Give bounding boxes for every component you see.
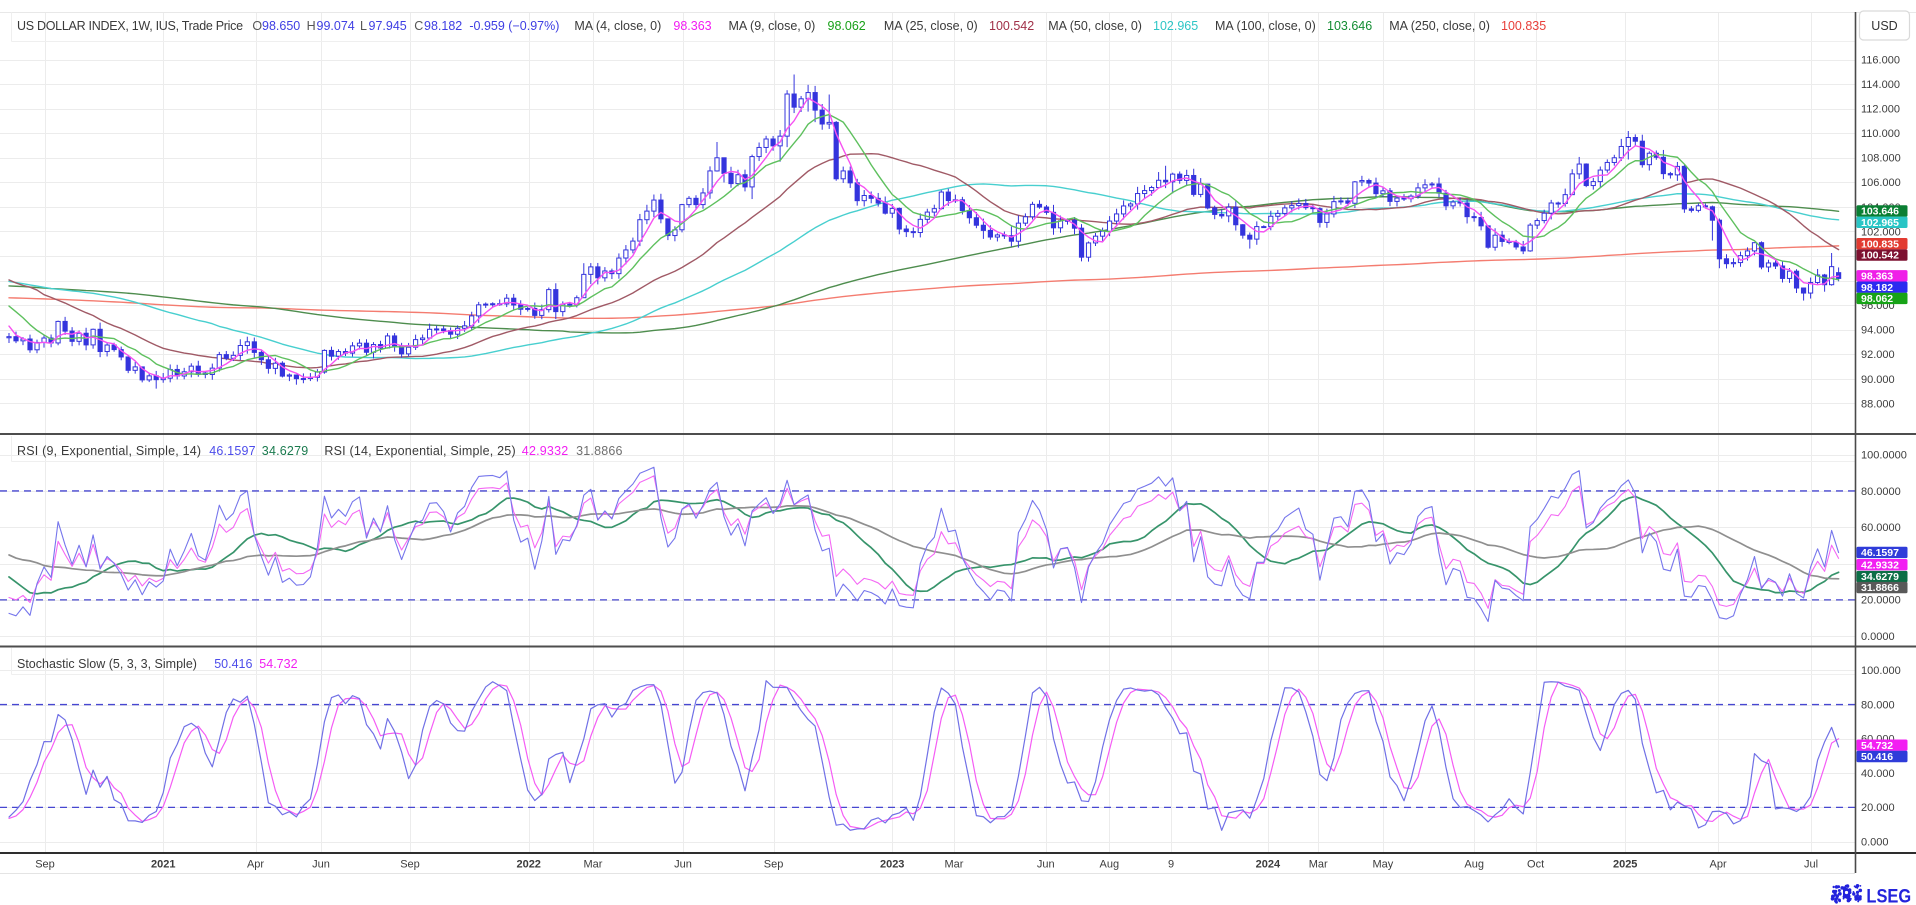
svg-text:100.835: 100.835 (1861, 238, 1899, 250)
svg-text:MA (250, close, 0): MA (250, close, 0) (1389, 19, 1490, 33)
svg-text:Apr: Apr (247, 858, 264, 870)
svg-text:Oct: Oct (1527, 858, 1544, 870)
svg-text:9: 9 (1168, 858, 1174, 870)
svg-text:102.965: 102.965 (1861, 217, 1899, 229)
svg-text:O: O (252, 19, 262, 33)
svg-text:2022: 2022 (516, 858, 540, 870)
svg-text:94.000: 94.000 (1861, 325, 1895, 337)
svg-text:Jun: Jun (312, 858, 330, 870)
svg-text:Jun: Jun (674, 858, 692, 870)
svg-text:116.000: 116.000 (1861, 54, 1900, 66)
svg-text:80.000: 80.000 (1861, 699, 1895, 711)
svg-text:100.000: 100.000 (1861, 665, 1901, 677)
svg-text:0.000: 0.000 (1861, 836, 1889, 848)
svg-text:46.1597: 46.1597 (209, 444, 256, 458)
svg-text:99.074: 99.074 (317, 19, 355, 33)
svg-text:42.9332: 42.9332 (1861, 559, 1899, 571)
svg-text:100.542: 100.542 (1861, 250, 1899, 262)
svg-text:L: L (360, 19, 367, 33)
svg-text:Jun: Jun (1037, 858, 1055, 870)
svg-text:LSEG: LSEG (1866, 886, 1911, 905)
svg-text:98.182: 98.182 (1861, 282, 1893, 294)
svg-text:2023: 2023 (880, 858, 904, 870)
svg-text:USD: USD (1871, 19, 1897, 33)
svg-text:20.000: 20.000 (1861, 802, 1895, 814)
svg-text:May: May (1373, 858, 1394, 870)
svg-text:102.965: 102.965 (1153, 19, 1198, 33)
svg-text:Apr: Apr (1710, 858, 1727, 870)
svg-text:Jul: Jul (1804, 858, 1818, 870)
svg-text:102.000: 102.000 (1861, 226, 1901, 238)
svg-text:40.000: 40.000 (1861, 768, 1895, 780)
svg-text:54.732: 54.732 (1861, 740, 1893, 752)
svg-text:60.0000: 60.0000 (1861, 522, 1901, 534)
svg-text:MA (25, close, 0): MA (25, close, 0) (884, 19, 978, 33)
svg-text:97.945: 97.945 (369, 19, 407, 33)
svg-text:98.650: 98.650 (262, 19, 300, 33)
svg-text:34.6279: 34.6279 (262, 444, 309, 458)
svg-text:34.6279: 34.6279 (1861, 571, 1899, 583)
svg-text:MA (9, close, 0): MA (9, close, 0) (729, 19, 816, 33)
svg-text:98.062: 98.062 (828, 19, 866, 33)
svg-text:-0.959 (−0.97%): -0.959 (−0.97%) (469, 19, 559, 33)
svg-text:MA (4, close, 0): MA (4, close, 0) (574, 19, 661, 33)
svg-text:Stochastic Slow (5, 3, 3, Simp: Stochastic Slow (5, 3, 3, Simple) (17, 657, 197, 671)
svg-text:42.9332: 42.9332 (522, 444, 569, 458)
svg-text:H: H (307, 19, 316, 33)
svg-text:20.0000: 20.0000 (1861, 595, 1901, 607)
svg-text:2021: 2021 (151, 858, 175, 870)
svg-text:100.0000: 100.0000 (1861, 450, 1907, 462)
svg-text:Mar: Mar (945, 858, 964, 870)
svg-text:Sep: Sep (764, 858, 784, 870)
svg-text:31.8866: 31.8866 (1861, 582, 1899, 594)
svg-text:Aug: Aug (1100, 858, 1120, 870)
svg-text:98.062: 98.062 (1861, 293, 1893, 305)
svg-text:50.416: 50.416 (1861, 751, 1893, 763)
svg-text:46.1597: 46.1597 (1861, 547, 1899, 559)
svg-text:103.646: 103.646 (1861, 206, 1899, 218)
svg-text:50.416: 50.416 (214, 657, 252, 671)
svg-text:90.000: 90.000 (1861, 374, 1895, 386)
svg-text:C: C (414, 19, 423, 33)
svg-text:2025: 2025 (1613, 858, 1637, 870)
svg-text:Mar: Mar (584, 858, 603, 870)
svg-text:103.646: 103.646 (1327, 19, 1372, 33)
svg-text:106.000: 106.000 (1861, 177, 1901, 189)
svg-text:Aug: Aug (1464, 858, 1484, 870)
svg-text:100.542: 100.542 (989, 19, 1034, 33)
svg-text:RSI (9, Exponential, Simple, 1: RSI (9, Exponential, Simple, 14) (17, 444, 201, 458)
svg-text:Sep: Sep (400, 858, 420, 870)
svg-text:Mar: Mar (1309, 858, 1328, 870)
svg-text:Sep: Sep (35, 858, 55, 870)
svg-text:RSI (14, Exponential, Simple,: RSI (14, Exponential, Simple, 25) (324, 444, 515, 458)
svg-text:0.0000: 0.0000 (1861, 631, 1895, 643)
svg-text:88.000: 88.000 (1861, 398, 1895, 410)
svg-text:54.732: 54.732 (259, 657, 297, 671)
svg-text:80.0000: 80.0000 (1861, 486, 1901, 498)
svg-text:112.000: 112.000 (1861, 104, 1900, 116)
svg-text:110.000: 110.000 (1861, 128, 1900, 140)
svg-text:MA (100, close, 0): MA (100, close, 0) (1215, 19, 1316, 33)
svg-text:31.8866: 31.8866 (576, 444, 623, 458)
svg-text:US DOLLAR INDEX, 1W, IUS, Trad: US DOLLAR INDEX, 1W, IUS, Trade Price (17, 19, 243, 33)
svg-text:92.000: 92.000 (1861, 349, 1895, 361)
svg-text:98.363: 98.363 (673, 19, 711, 33)
svg-text:MA (50, close, 0): MA (50, close, 0) (1048, 19, 1142, 33)
svg-text:108.000: 108.000 (1861, 153, 1901, 165)
svg-text:98.363: 98.363 (1861, 270, 1893, 282)
svg-text:2024: 2024 (1256, 858, 1281, 870)
svg-text:114.000: 114.000 (1861, 79, 1900, 91)
svg-text:98.182: 98.182 (424, 19, 462, 33)
svg-text:100.835: 100.835 (1501, 19, 1546, 33)
